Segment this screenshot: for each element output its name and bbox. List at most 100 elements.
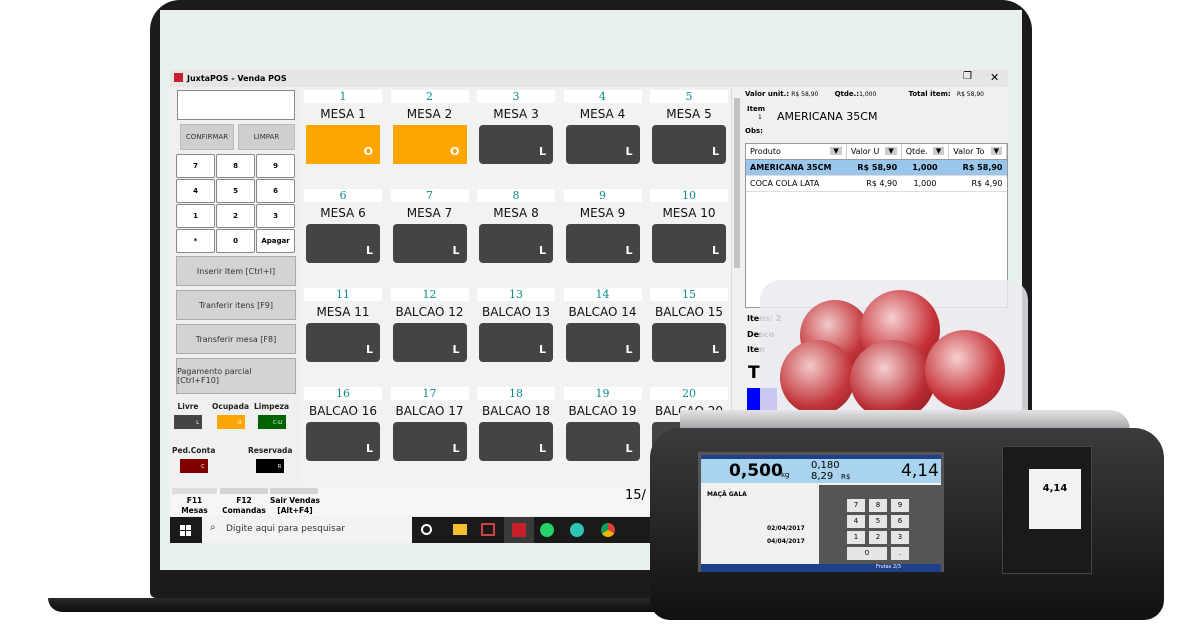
table-number: 5: [650, 90, 728, 103]
legend-item: Ocupada O: [212, 402, 249, 429]
window-title: JuxtaPOS - Venda POS: [187, 74, 287, 83]
keypad-key[interactable]: 1: [176, 204, 215, 228]
scale-key[interactable]: 5: [869, 515, 887, 528]
action-button[interactable]: Pagamento parcial [Ctrl+F10]: [176, 358, 296, 394]
keypad-key[interactable]: 3: [256, 204, 295, 228]
table-name: BALCAO 14: [568, 305, 637, 319]
column-header[interactable]: Valor U ▼: [846, 144, 902, 160]
table-tile[interactable]: L: [479, 224, 553, 263]
scale-key[interactable]: 6: [891, 515, 909, 528]
table-tile[interactable]: L: [565, 422, 640, 461]
table-number: 6: [304, 189, 382, 202]
table-tile[interactable]: L: [479, 422, 553, 461]
file-explorer-icon[interactable]: [453, 524, 467, 535]
keypad-key[interactable]: 0: [216, 229, 255, 253]
action-button[interactable]: Tranferir itens [F9]: [176, 290, 296, 320]
column-header[interactable]: Qtde. ▼: [901, 144, 950, 160]
table-row[interactable]: AMERICANA 35CM R$ 58,90 1,000 R$ 58,90: [746, 159, 1007, 176]
chrome-icon[interactable]: [601, 523, 615, 537]
filter-dropdown-icon[interactable]: ▼: [932, 147, 945, 155]
keypad-key[interactable]: 5: [216, 179, 255, 203]
item-label: Item: [747, 105, 765, 113]
scale-key[interactable]: 1: [847, 531, 865, 544]
obs-label: Obs:: [745, 127, 763, 135]
column-header[interactable]: Valor To ▼: [948, 144, 1007, 160]
snip-tool-icon[interactable]: [481, 523, 495, 536]
table-row[interactable]: COCA COLA LATA R$ 4,90 1,000 R$ 4,90: [746, 175, 1007, 192]
table-cell: 1,000: [901, 159, 949, 176]
table-tile[interactable]: L: [565, 323, 640, 362]
keypad-key[interactable]: *: [176, 229, 215, 253]
table-tile[interactable]: L: [479, 125, 553, 164]
table-tile[interactable]: L: [652, 125, 726, 164]
exit-sales-button[interactable]: [270, 488, 318, 494]
keypad-key[interactable]: 9: [256, 154, 295, 178]
column-header[interactable]: Produto ▼: [746, 144, 847, 160]
table-number: 8: [477, 189, 555, 202]
scale-key[interactable]: 8: [869, 499, 887, 512]
item-name: AMERICANA 35CM: [777, 110, 878, 123]
column-header-label: Produto: [750, 147, 781, 156]
action-button[interactable]: Inserir Item [Ctrl+I]: [176, 256, 296, 286]
scale-key[interactable]: 2: [869, 531, 887, 544]
table-tile[interactable]: L: [392, 224, 467, 263]
juxtapos-taskbar-icon[interactable]: [504, 517, 534, 543]
table-tile[interactable]: L: [392, 422, 467, 461]
grid-scrollbar[interactable]: [732, 88, 742, 486]
f11-mesas-button[interactable]: [172, 488, 217, 494]
close-button[interactable]: ✕: [990, 71, 1000, 84]
keypad-key[interactable]: 8: [216, 154, 255, 178]
table-number: 10: [650, 189, 728, 202]
apples-bag-image: [760, 280, 1028, 412]
scale-label-printer: 4,14: [1002, 446, 1092, 574]
filter-dropdown-icon[interactable]: ▼: [990, 147, 1002, 155]
keypad-key[interactable]: 2: [216, 204, 255, 228]
table-tile[interactable]: L: [306, 422, 380, 461]
column-header-label: Valor U: [850, 147, 880, 156]
table-name: MESA 5: [666, 107, 712, 121]
start-button[interactable]: [170, 517, 200, 543]
f12-text: Comandas: [222, 506, 266, 515]
table-tile[interactable]: L: [306, 323, 380, 362]
table-name: MESA 1: [320, 107, 366, 121]
whatsapp-icon[interactable]: [540, 523, 554, 537]
scale-key[interactable]: 4: [847, 515, 865, 528]
keypad-key[interactable]: Apagar: [256, 229, 295, 253]
table-tile[interactable]: L: [306, 224, 380, 263]
date-display: 15/: [625, 488, 646, 503]
keypad-key[interactable]: 4: [176, 179, 215, 203]
taskbar-search[interactable]: ⌕ Digite aqui para pesquisar: [202, 517, 412, 543]
scale-key[interactable]: 9: [891, 499, 909, 512]
table-tile[interactable]: O: [306, 125, 380, 164]
bot-app-icon[interactable]: [570, 523, 584, 537]
table-tile[interactable]: L: [565, 125, 640, 164]
search-placeholder: Digite aqui para pesquisar: [226, 524, 345, 534]
cortana-icon[interactable]: [421, 524, 432, 535]
f12-label: F12 Comandas: [220, 496, 268, 516]
clear-button[interactable]: LIMPAR: [238, 124, 295, 150]
keypad-key[interactable]: 7: [176, 154, 215, 178]
table-tile[interactable]: L: [565, 224, 640, 263]
action-button[interactable]: Transferir mesa [F8]: [176, 324, 296, 354]
keypad-key[interactable]: 6: [256, 179, 295, 203]
restore-button[interactable]: ❐: [963, 71, 972, 82]
input-display[interactable]: [177, 90, 295, 120]
table-tile[interactable]: L: [652, 224, 726, 263]
scale-key[interactable]: .: [891, 547, 909, 560]
filter-dropdown-icon[interactable]: ▼: [830, 147, 842, 155]
table-cell: R$ 58,90: [948, 159, 1007, 176]
table-tile[interactable]: O: [392, 125, 467, 164]
confirm-button[interactable]: CONFIRMAR: [180, 124, 234, 150]
table-tile[interactable]: L: [479, 323, 553, 362]
table-tile[interactable]: L: [652, 323, 726, 362]
f12-comandas-button[interactable]: [220, 488, 268, 494]
scale-key[interactable]: 0: [847, 547, 887, 560]
legend-item: Livre L: [174, 402, 202, 429]
table-number: 13: [477, 288, 555, 301]
filter-dropdown-icon[interactable]: ▼: [885, 147, 897, 155]
scale-key[interactable]: 3: [891, 531, 909, 544]
scale-key[interactable]: 7: [847, 499, 865, 512]
table-tile[interactable]: L: [392, 323, 467, 362]
table-name: BALCAO 15: [654, 305, 724, 319]
legend-item: Limpeza C-LI: [254, 402, 289, 429]
